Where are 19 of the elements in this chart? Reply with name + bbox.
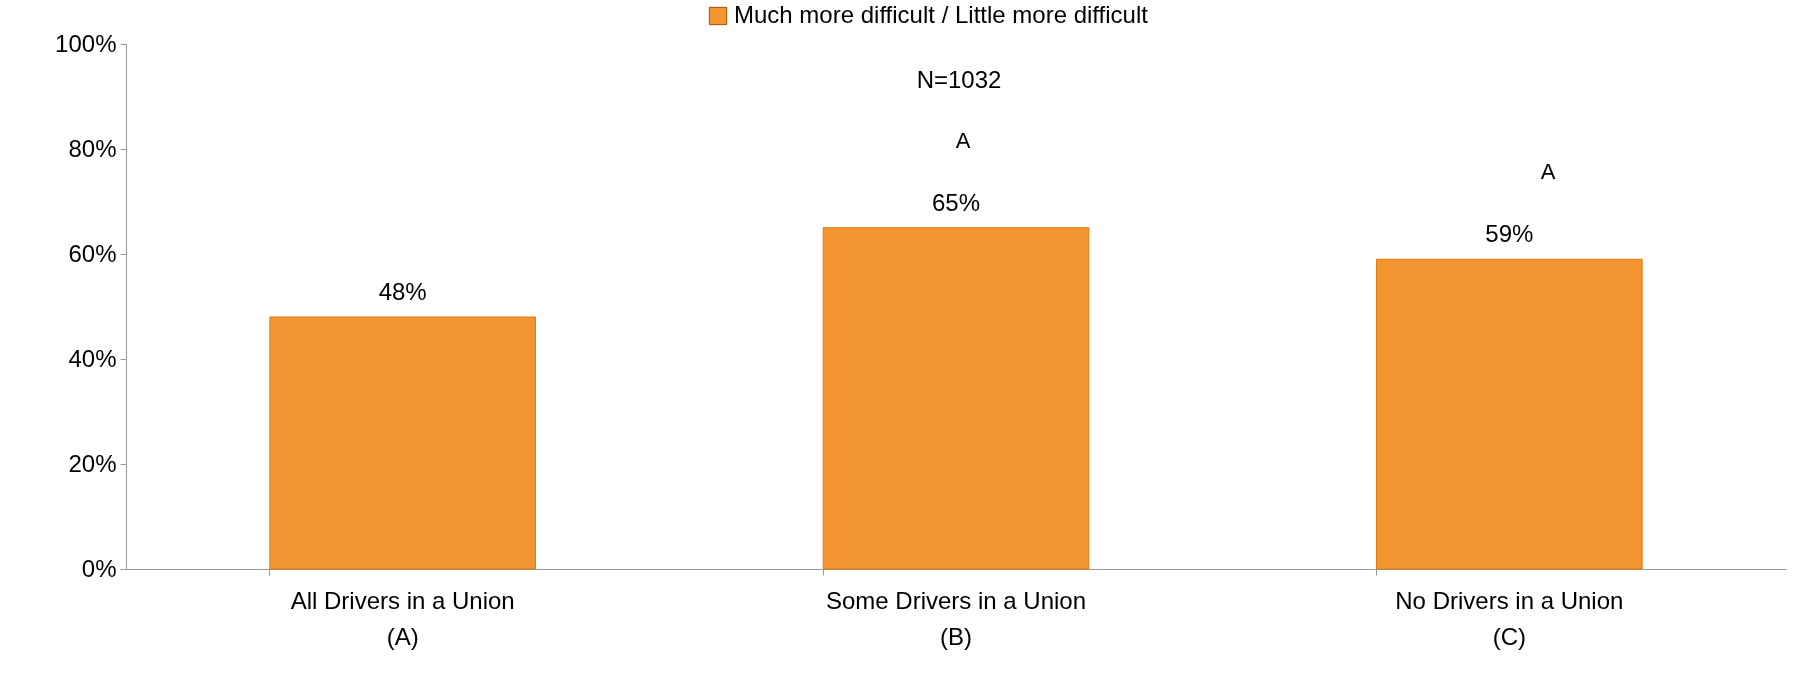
- y-tick-label: 80%: [68, 134, 117, 162]
- bar: [1376, 258, 1643, 570]
- y-tick-label: 100%: [55, 29, 117, 57]
- y-tick-label: 40%: [68, 344, 117, 372]
- data-label: 48%: [378, 278, 427, 305]
- legend-label: Much more difficult / Little more difficult: [734, 1, 1149, 28]
- y-tick-label: 60%: [68, 239, 117, 267]
- x-tick-label: Some Drivers in a Union (B): [825, 586, 1087, 650]
- bar: [269, 316, 536, 570]
- x-tick-label: No Drivers in a Union (C): [1395, 586, 1624, 650]
- data-label: 65%: [931, 188, 981, 216]
- annotation: A: [955, 128, 971, 153]
- bar: [822, 227, 1090, 570]
- y-tick-label: 0%: [81, 554, 117, 582]
- annotation: N=1032: [916, 66, 1002, 93]
- y-tick-label: 20%: [68, 449, 117, 477]
- x-tick-label: All Drivers in a Union (A): [290, 586, 515, 650]
- annotation: A: [1540, 159, 1556, 184]
- data-label: 59%: [1485, 220, 1534, 248]
